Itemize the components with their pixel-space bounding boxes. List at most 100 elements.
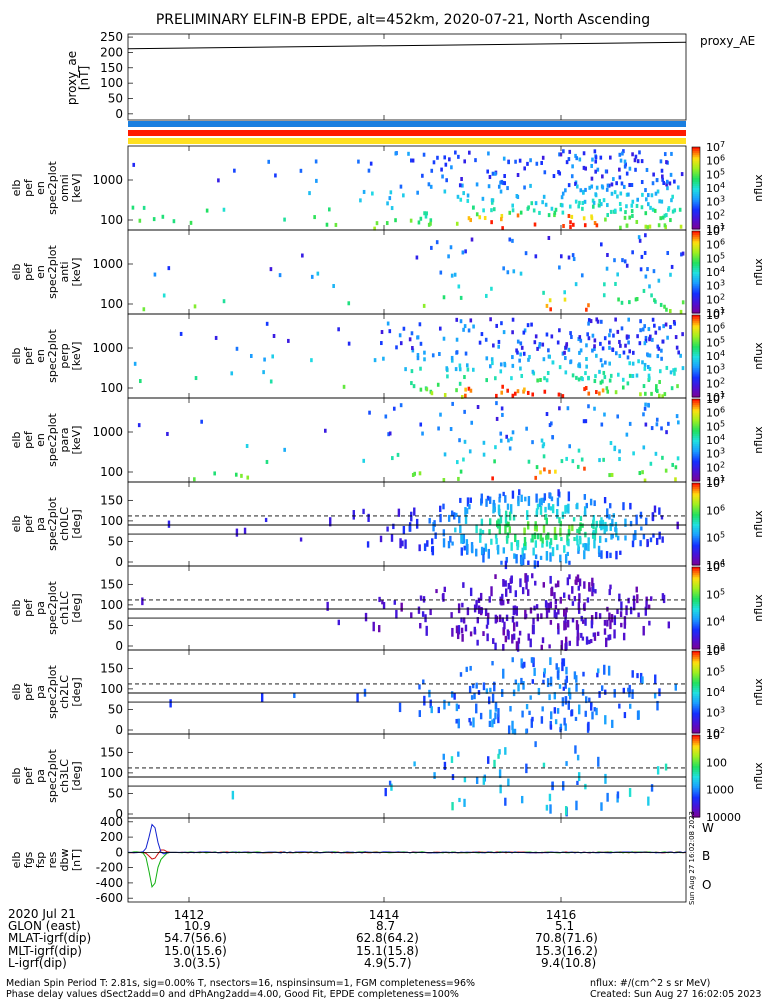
pa-cell [489, 709, 492, 719]
spectrogram-cell [593, 149, 597, 154]
y-axis-label: spec2plot [46, 749, 59, 803]
spectrogram-cell [531, 392, 535, 397]
colorbar-segment [692, 696, 700, 699]
colorbar-segment [692, 689, 700, 693]
pa-cell [475, 682, 478, 689]
colorbar-segment [692, 499, 700, 503]
pa-cell [522, 543, 526, 551]
colorbar-segment [692, 274, 700, 277]
pa-cell [565, 607, 568, 613]
spectrogram-cell [533, 340, 537, 345]
pa-cell [553, 533, 557, 540]
pa-cell [578, 593, 581, 603]
pa-cell [550, 711, 553, 720]
spectrogram-cell [499, 431, 503, 436]
spectrogram-cell [628, 373, 632, 378]
spectrogram-cell [601, 174, 604, 179]
pa-cell [610, 534, 613, 540]
colorbar-segment [692, 569, 700, 572]
spectrogram-cell [578, 335, 582, 340]
fgs-frame [127, 817, 687, 903]
pa-cell [426, 540, 429, 547]
pa-cell [559, 727, 562, 733]
spectrogram-cell [371, 191, 374, 196]
spectrogram-cell [443, 155, 447, 160]
pa-cell [660, 515, 664, 520]
pa-cell [573, 671, 577, 680]
pa-cell [506, 532, 510, 539]
colorbar-segment [692, 792, 700, 796]
pa-cell [566, 619, 570, 628]
colorbar-segment [692, 653, 700, 656]
pa-cell [603, 664, 606, 675]
y-axis-label: anti [58, 261, 71, 282]
pa-cell [545, 535, 548, 540]
spectrogram-cell [518, 158, 522, 163]
spectrogram-cell [638, 471, 642, 476]
spectrogram-cell [419, 216, 423, 221]
eph-value: 3.0(3.5) [173, 955, 221, 970]
pa-cell [554, 598, 558, 605]
pa-cell [443, 761, 447, 770]
pa-frame [127, 565, 687, 651]
spectrogram-cell [585, 307, 588, 312]
spectrogram-cell [395, 345, 398, 350]
spectrogram-cell [584, 166, 588, 171]
pa-cell [469, 631, 473, 637]
spectrogram-cell [500, 390, 504, 395]
spectrogram-cell [455, 460, 459, 465]
y-tick-label: -200 [96, 861, 123, 875]
colorbar-segment [692, 540, 700, 544]
colorbar-tick-label: 107 [706, 476, 725, 490]
colorbar-segment [692, 747, 700, 750]
spectrogram-cell [665, 179, 669, 184]
colorbar-tick-label: 103 [706, 279, 725, 293]
spectrogram-cell [650, 391, 653, 396]
spectrogram-cell [621, 385, 625, 390]
status-bar-blue [128, 121, 686, 127]
pa-cell [429, 609, 432, 616]
spectrogram-cell [389, 190, 393, 195]
spectrogram-cell [673, 321, 676, 326]
spectrogram-cell [679, 309, 683, 314]
colorbar-segment [692, 532, 700, 535]
spectrogram-cell [402, 326, 406, 331]
spectrogram-cell [613, 208, 617, 213]
pa-cell [498, 493, 502, 499]
pa-cell [568, 687, 571, 696]
spectrogram-cell [530, 322, 533, 327]
pa-cell [463, 777, 467, 783]
pa-cell [493, 503, 496, 510]
spectrogram-cell [649, 205, 652, 210]
spectrogram-cell [591, 333, 595, 338]
pa-cell [581, 619, 585, 624]
colorbar-frame [691, 482, 701, 566]
pa-cell [652, 533, 655, 538]
spectrogram-cell [587, 376, 590, 381]
pa-cell [485, 624, 489, 629]
pa-cell [540, 716, 544, 724]
y-axis-label: perp [58, 343, 71, 368]
colorbar-segment [692, 751, 700, 755]
spectrogram-cell [561, 191, 565, 196]
pa-cell [545, 517, 549, 525]
y-tick-label: 100 [100, 465, 123, 479]
spectrogram-cell [516, 173, 520, 178]
colorbar-segment [692, 151, 700, 154]
spectrogram-cell [462, 327, 465, 332]
pa-cell [614, 527, 617, 532]
y-axis-label: pa [34, 517, 47, 531]
colorbar-segment [692, 358, 700, 361]
spectrogram-cell [635, 297, 639, 302]
colorbar-segment [692, 382, 700, 386]
spectrogram-cell [530, 201, 534, 206]
pa-cell [561, 511, 565, 519]
pa-cell [577, 632, 580, 641]
pa-cell [442, 503, 445, 510]
spectrogram-cell [548, 298, 552, 303]
pa-cell [469, 587, 473, 597]
pa-cell [623, 712, 627, 719]
colorbar-label: nflux [752, 426, 765, 454]
spectrogram-cell [631, 250, 634, 255]
pa-cell [618, 703, 621, 709]
